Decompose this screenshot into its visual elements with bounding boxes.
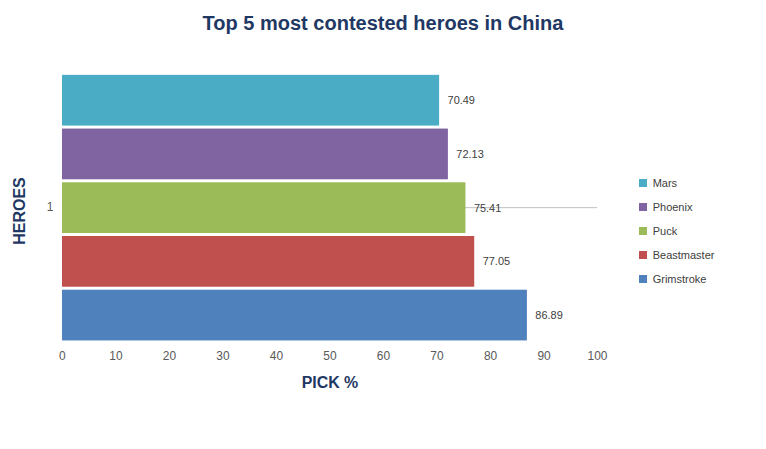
svg-text:77.05: 77.05	[482, 255, 509, 267]
svg-text:90: 90	[537, 349, 551, 363]
html-text:Beastmaster: Beastmaster	[652, 249, 715, 261]
svg-text:40: 40	[270, 349, 284, 363]
svg-text:PICK %: PICK %	[301, 374, 358, 391]
html-text:Top 5 most contested heroes in: Top 5 most contested heroes in China	[202, 12, 564, 34]
svg-text:75.41: 75.41	[474, 202, 501, 214]
svg-text:100: 100	[587, 349, 607, 363]
svg-text:0: 0	[59, 349, 66, 363]
svg-text:80: 80	[484, 349, 498, 363]
html-text:Puck: Puck	[652, 225, 678, 237]
html-text:Mars: Mars	[652, 177, 678, 189]
html-text:Phoenix: Phoenix	[652, 201, 693, 213]
svg-text:1: 1	[47, 200, 54, 214]
svg-text:50: 50	[323, 349, 337, 363]
svg-text:70: 70	[430, 349, 444, 363]
svg-text:86.89: 86.89	[535, 309, 562, 321]
svg-text:10: 10	[109, 349, 123, 363]
svg-text:20: 20	[163, 349, 177, 363]
svg-text:72.13: 72.13	[456, 148, 483, 160]
svg-text:70.49: 70.49	[447, 94, 474, 106]
html-text:HEROES: HEROES	[10, 177, 28, 245]
svg-text:60: 60	[377, 349, 391, 363]
html-text:Grimstroke: Grimstroke	[652, 273, 707, 285]
svg-text:30: 30	[216, 349, 230, 363]
